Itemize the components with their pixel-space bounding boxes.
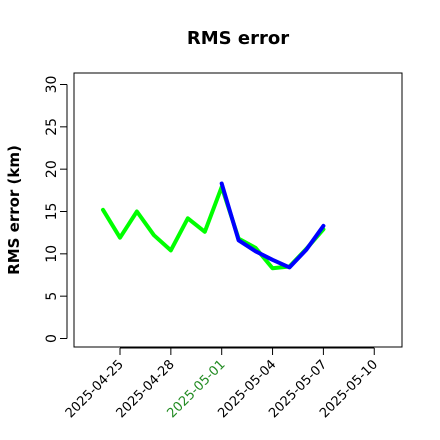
plot-area-frame (73, 72, 403, 348)
x-axis: 2025-04-252025-04-282025-05-012025-05-04… (63, 347, 381, 421)
y-tick-label: 30 (44, 76, 60, 94)
y-tick-label: 20 (44, 160, 60, 178)
y-axis-label: RMS error (km) (5, 145, 23, 275)
series-layer (101, 181, 326, 271)
y-tick-label: 25 (44, 118, 60, 136)
y-axis: 0 5 10 15 20 25 30 (44, 76, 68, 343)
series-line-blue (219, 181, 326, 270)
y-tick-label: 0 (44, 334, 60, 343)
y-tick-label: 10 (44, 245, 60, 263)
y-tick-label: 15 (44, 203, 60, 221)
series-line-green (101, 184, 326, 271)
chart-title: RMS error (187, 28, 289, 49)
y-tick-label: 5 (44, 292, 60, 301)
